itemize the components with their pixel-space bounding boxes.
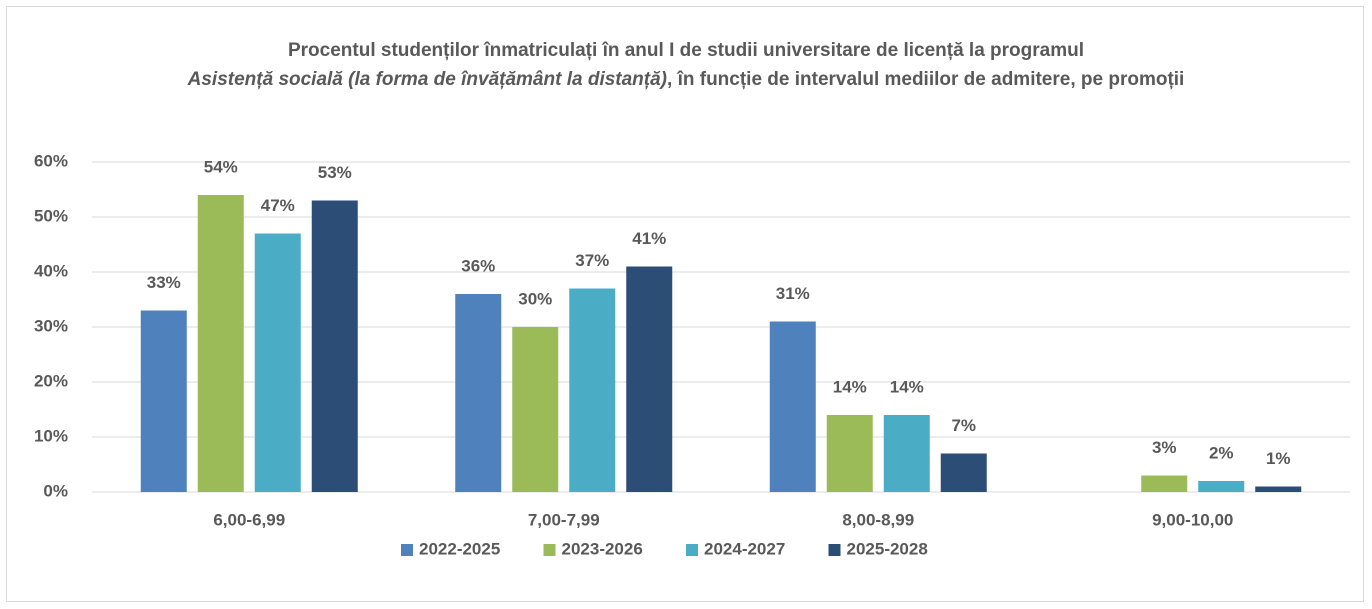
bar <box>140 310 187 492</box>
title-part: Procentul studenților înmatriculați în a… <box>287 40 1085 61</box>
data-label: 7% <box>951 416 976 435</box>
legend-swatch <box>686 544 698 556</box>
bar <box>626 266 673 492</box>
bar <box>512 327 559 492</box>
data-label: 47% <box>261 196 295 215</box>
data-label: 3% <box>1152 438 1177 457</box>
y-tick-label: 60% <box>34 151 68 170</box>
data-label: 30% <box>518 289 552 308</box>
title-part: , în funcție de intervalul mediilor de a… <box>667 69 1185 90</box>
bar <box>826 415 873 492</box>
data-label: 14% <box>890 377 924 396</box>
data-label: 1% <box>1266 449 1291 468</box>
bar <box>254 233 301 492</box>
data-label: 54% <box>204 157 238 176</box>
bar <box>1198 481 1245 492</box>
bar <box>1141 475 1188 492</box>
data-label: 37% <box>575 251 609 270</box>
title-part: Asistență socială (la forma de învățămân… <box>187 69 668 90</box>
data-label: 41% <box>632 229 666 248</box>
data-label: 14% <box>833 377 867 396</box>
bar <box>1255 486 1302 492</box>
bar <box>569 288 616 492</box>
y-tick-label: 10% <box>34 426 68 445</box>
bar <box>311 200 358 492</box>
bar <box>455 294 502 492</box>
chart-title: Procentul studenților înmatriculați în a… <box>150 36 1222 94</box>
chart-frame <box>6 6 1364 602</box>
data-label: 53% <box>318 163 352 182</box>
bar <box>883 415 930 492</box>
legend-label: 2023-2026 <box>562 539 643 558</box>
y-tick-label: 20% <box>34 371 68 390</box>
legend-swatch <box>828 544 841 556</box>
y-tick-label: 0% <box>43 481 68 500</box>
data-label: 2% <box>1209 443 1234 462</box>
x-tick-label: 6,00-6,99 <box>213 510 285 529</box>
legend-label: 2024-2027 <box>704 539 785 558</box>
y-tick-label: 30% <box>34 316 68 335</box>
legend-swatch <box>401 544 413 556</box>
data-label: 31% <box>776 284 810 303</box>
x-tick-label: 9,00-10,00 <box>1152 510 1233 529</box>
bar <box>197 195 244 492</box>
data-label: 36% <box>461 256 495 275</box>
data-label: 33% <box>147 273 181 292</box>
legend-label: 2022-2025 <box>419 539 500 558</box>
x-tick-label: 7,00-7,99 <box>528 510 600 529</box>
y-tick-label: 50% <box>34 206 68 225</box>
bar <box>940 453 987 492</box>
bar <box>769 321 816 492</box>
legend-label: 2025-2028 <box>847 539 928 558</box>
y-tick-label: 40% <box>34 261 68 280</box>
x-tick-label: 8,00-8,99 <box>842 510 914 529</box>
legend-swatch <box>543 544 556 556</box>
